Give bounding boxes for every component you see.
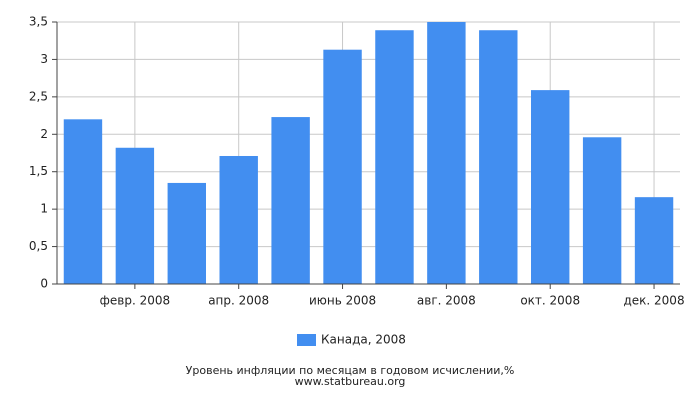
y-tick-label: 2,5 [29, 89, 48, 103]
x-tick-label: окт. 2008 [520, 294, 580, 308]
x-tick-label: апр. 2008 [208, 294, 269, 308]
bar [323, 49, 362, 284]
bar [375, 30, 414, 285]
bar [271, 117, 310, 284]
bar [582, 137, 622, 284]
y-tick-label: 1 [40, 202, 48, 216]
legend-label: Канада, 2008 [321, 333, 406, 347]
chart-subtitle: www.statbureau.org [295, 375, 406, 388]
x-tick-label: авг. 2008 [417, 294, 476, 308]
bar [427, 22, 466, 284]
bar [167, 182, 207, 284]
legend-swatch [297, 334, 316, 346]
bar [219, 155, 258, 284]
y-tick-label: 1,5 [29, 164, 48, 178]
y-tick-label: 3 [40, 52, 48, 66]
y-tick-label: 0 [40, 277, 48, 291]
y-tick-label: 3,5 [29, 15, 48, 29]
x-tick-label: июнь 2008 [309, 294, 376, 308]
bar [634, 197, 674, 284]
y-tick-label: 2 [40, 127, 48, 141]
x-tick-label: февр. 2008 [100, 294, 171, 308]
bar [530, 90, 570, 285]
bar [115, 147, 155, 284]
x-tick-label: дек. 2008 [623, 294, 684, 308]
bar [479, 30, 518, 285]
y-tick-label: 0,5 [29, 239, 48, 253]
bar [63, 119, 103, 284]
chart-title: Уровень инфляции по месяцам в годовом ис… [186, 364, 515, 377]
